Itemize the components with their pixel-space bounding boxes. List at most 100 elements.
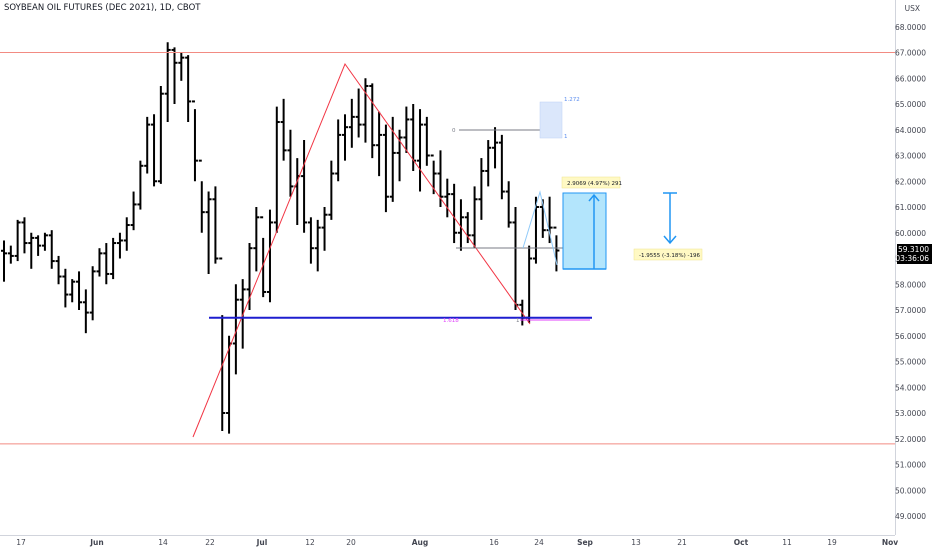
x-tick-label: 20 [346,538,356,547]
ohlc-bar [21,217,28,254]
price-axis[interactable]: 49.0000 50.0000 51.0000 52.0000 53.0000 54.00… [895,0,932,535]
ohlc-bar [451,183,458,244]
y-tick-label: 56.0000 [895,332,926,341]
ohlc-bar [321,207,328,251]
fib-top-label: 1.272 [564,97,580,103]
ohlc-bar [328,160,335,220]
ohlc-bar [280,98,287,161]
ohlc-bar [553,226,560,272]
ohlc-bar [492,127,499,169]
ohlc-bar [260,216,267,298]
ohlc-bar [478,158,485,220]
x-tick-label: 13 [631,538,641,547]
last-price-value: 59.3100 [898,245,929,254]
ohlc-bar [185,55,192,123]
ohlc-bar [287,129,294,197]
fib-one-label: 1 [564,134,568,140]
x-tick-label: 11 [782,538,792,547]
x-tick-label: 14 [158,538,168,547]
ohlc-bar [35,235,42,256]
ohlc-bar [28,232,35,269]
ohlc-bar [205,191,212,274]
ohlc-bar [219,257,226,432]
x-tick-label: 24 [534,538,544,547]
ohlc-bar [69,279,76,303]
y-tick-label: 58.0000 [895,280,926,289]
ohlc-bar [498,134,505,200]
ohlc-bar [96,248,103,277]
ohlc-bar [464,212,471,244]
ohlc-bar [164,42,171,123]
ohlc-bar [335,119,342,182]
measure-down-label: -1.9555 (-3.18%) -196 [639,253,700,259]
x-tick-label: 17 [16,538,26,547]
ohlc-bar [14,219,21,262]
time-axis[interactable]: 17 Jun 14 22 Jul 12 20 Aug 16 24 Sep 13 21 Oct 11 19 Nov [0,535,898,550]
ohlc-bar [212,186,219,264]
ohlc-bar [355,88,362,138]
ohlc-bar [103,243,110,285]
ohlc-bar [273,106,280,233]
y-tick-label: 50.0000 [895,486,926,495]
measure-up-label-bg [561,176,621,189]
ohlc-bar [382,124,389,213]
ohlc-bar [369,83,376,159]
x-tick-label: 19 [827,538,837,547]
ohlc-bar [396,129,403,182]
ohlc-bar [116,232,123,259]
ohlc-bar [457,199,464,251]
y-tick-label: 57.0000 [895,306,926,315]
ohlc-bar [191,100,198,182]
fib-1618-label: 1.618 [443,318,459,324]
ohlc-bar [171,47,178,104]
measure-up-arrowhead [588,193,600,202]
y-tick-label: 53.0000 [895,409,926,418]
currency-label: USX [905,4,920,13]
y-tick-label: 66.0000 [895,74,926,83]
time-axis-background [0,535,895,550]
ohlc-bar [485,140,492,187]
ohlc-bar [137,160,144,210]
ohlc-bar [423,116,430,166]
ohlc-bar [307,217,314,264]
x-tick-label: Jul [256,538,268,547]
x-tick-label: 22 [205,538,215,547]
ohlc-bar [444,178,451,218]
ohlc-bar [144,116,151,174]
y-tick-label: 65.0000 [895,100,926,109]
y-tick-label: 55.0000 [895,358,926,367]
y-tick-label: 51.0000 [895,461,926,470]
y-tick-label: 61.0000 [895,203,926,212]
ohlc-bar [348,98,355,148]
ohlc-bar [62,268,69,308]
x-tick-label: 12 [305,538,315,547]
y-tick-label: 64.0000 [895,126,926,135]
ohlc-bar [417,109,424,192]
price-bars [1,42,560,434]
ohlc-bar [532,196,539,264]
y-tick-label: 52.0000 [895,435,926,444]
y-tick-label: 60.0000 [895,229,926,238]
ohlc-bar [314,219,321,272]
ohlc-bar [82,289,89,334]
ohlc-bar [55,255,62,285]
ohlc-bar [123,217,130,251]
bar-countdown: 03:36:06 [895,254,929,263]
x-tick-label: Sep [577,538,593,547]
ohlc-bar [471,186,478,249]
ohlc-bar [301,140,308,233]
ohlc-bar [110,237,117,280]
ohlc-bar [505,181,512,228]
ohlc-bar [266,209,273,303]
measure-down-label-bg [633,248,703,261]
y-tick-label: 63.0000 [895,152,926,161]
ohlc-bar [232,284,239,375]
ohlc-bar [342,114,348,161]
ohlc-bar [1,240,7,282]
x-tick-label: Aug [412,538,429,547]
ohlc-bar [130,191,137,231]
y-tick-label: 49.0000 [895,512,926,521]
